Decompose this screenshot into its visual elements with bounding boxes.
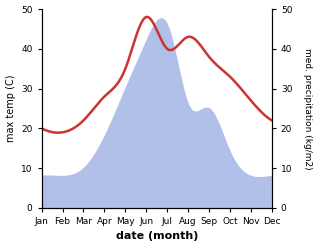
X-axis label: date (month): date (month) [115, 231, 198, 242]
Y-axis label: max temp (C): max temp (C) [5, 75, 16, 142]
Y-axis label: med. precipitation (kg/m2): med. precipitation (kg/m2) [303, 48, 313, 169]
